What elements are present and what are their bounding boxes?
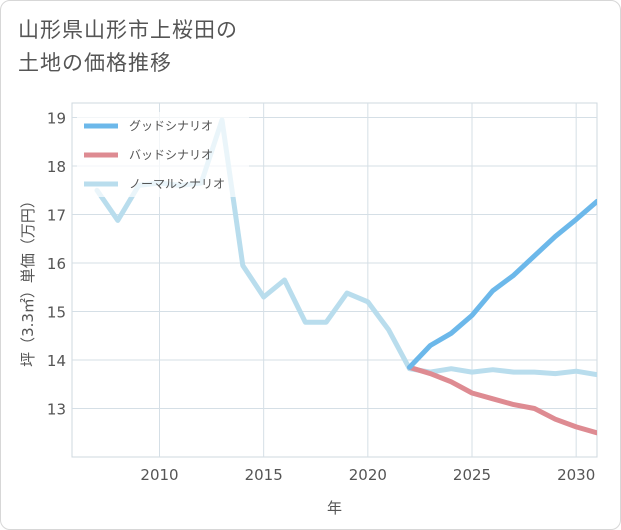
y-tick-label: 15 [47, 304, 66, 322]
y-tick-label: 18 [47, 158, 66, 176]
x-tick-label: 2015 [245, 466, 283, 484]
x-tick-label: 2010 [140, 466, 178, 484]
plot-area [71, 102, 598, 458]
legend-label: グッドシナリオ [129, 119, 213, 133]
y-tick-label: 17 [47, 207, 66, 225]
x-axis-label: 年 [327, 499, 342, 517]
y-tick-label: 16 [47, 255, 66, 273]
chart-title-line-1: 山形県山形市上桜田の [18, 18, 238, 42]
series-line-0 [407, 198, 597, 370]
y-axis-label: 坪（3.3㎡）単価（万円） [19, 193, 37, 367]
legend-label: ノーマルシナリオ [129, 177, 225, 191]
x-tick-label: 2020 [349, 466, 387, 484]
chart-title-line-2: 土地の価格推移 [18, 51, 172, 75]
legend-label: バッドシナリオ [129, 148, 213, 162]
y-tick-label: 14 [47, 352, 66, 370]
tick-labels: 2010 2015 2020 2025 2030 13 14 15 16 17 18 19 [47, 110, 595, 484]
x-tick-label: 2030 [557, 466, 595, 484]
series-line-1 [407, 364, 597, 436]
y-tick-label: 13 [47, 401, 66, 419]
y-tick-label: 19 [47, 110, 66, 128]
x-tick-label: 2025 [453, 466, 491, 484]
chart-title: 山形県山形市上桜田の 土地の価格推移 [18, 14, 238, 80]
